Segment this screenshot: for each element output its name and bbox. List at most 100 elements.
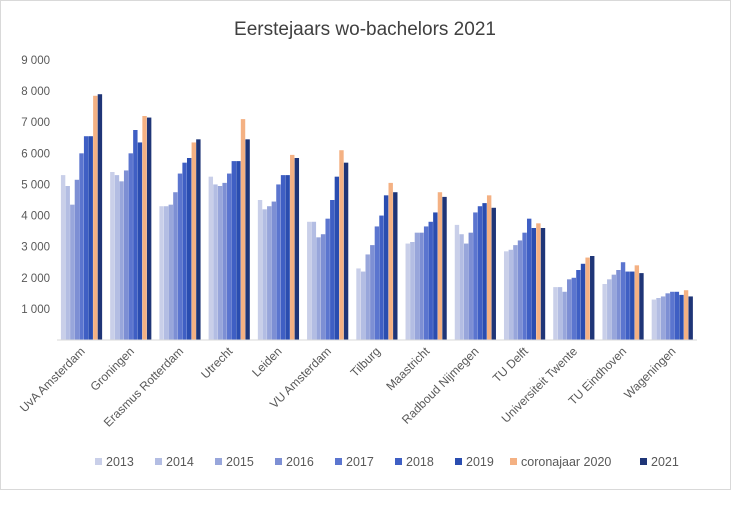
y-tick-label: 4 000 — [21, 211, 50, 223]
legend-label: 2018 — [406, 455, 434, 469]
bar — [110, 172, 115, 340]
bar — [374, 226, 380, 340]
bar — [616, 270, 621, 340]
bar — [330, 200, 335, 340]
bar — [334, 176, 340, 340]
bar — [83, 136, 89, 340]
bar — [231, 161, 237, 340]
bar — [670, 291, 675, 340]
bar — [290, 154, 295, 340]
y-tick-label: 6 000 — [21, 148, 50, 160]
bar — [625, 271, 630, 340]
bar — [88, 136, 93, 340]
bar-group — [208, 119, 250, 340]
bar — [325, 218, 330, 340]
bar — [339, 150, 344, 340]
bar — [580, 263, 586, 340]
bar — [419, 232, 424, 340]
y-tick-label: 5 000 — [21, 179, 50, 191]
bar-group — [159, 139, 201, 340]
bar — [271, 201, 277, 340]
bar — [227, 173, 232, 340]
bar — [208, 176, 214, 340]
bar — [688, 296, 693, 340]
bar — [240, 119, 246, 340]
bar — [133, 130, 138, 340]
bar — [276, 184, 281, 340]
bar — [567, 279, 572, 340]
y-tick-label: 2 000 — [21, 273, 50, 285]
bar-group — [307, 150, 349, 340]
bar — [557, 287, 563, 340]
legend-swatch — [275, 458, 282, 465]
legend-swatch — [335, 458, 342, 465]
legend-item: 2021 — [640, 455, 679, 469]
bar — [553, 287, 558, 340]
bar-group — [553, 256, 595, 340]
bar — [639, 273, 644, 340]
bar — [257, 200, 263, 340]
bar — [168, 204, 173, 340]
bar-group — [405, 192, 447, 340]
bar — [311, 221, 317, 340]
bar — [463, 243, 469, 340]
legend-label: 2014 — [166, 455, 194, 469]
legend: 2013 2014 2015 2016 2017 2018 2019 coronajaar 2… — [95, 455, 679, 469]
bar — [508, 249, 513, 340]
bar — [517, 240, 523, 340]
bar — [379, 215, 384, 340]
bar — [428, 221, 433, 340]
bar — [433, 212, 438, 340]
legend-label: 2019 — [466, 455, 494, 469]
bar — [343, 162, 349, 340]
bar — [602, 284, 607, 340]
y-tick-label: 3 000 — [21, 242, 50, 254]
bar — [196, 139, 201, 340]
bar — [634, 265, 640, 340]
bar — [114, 175, 120, 340]
bar — [540, 228, 546, 340]
y-tick-label: 7 000 — [21, 117, 50, 129]
legend-item: 2019 — [455, 455, 494, 469]
legend-label: coronajaar 2020 — [521, 455, 611, 469]
bar — [74, 179, 80, 340]
bar — [405, 243, 410, 340]
legend-swatch — [215, 458, 222, 465]
bar — [128, 153, 133, 340]
bar — [611, 274, 617, 340]
bar — [442, 196, 447, 340]
legend-swatch — [455, 458, 462, 465]
bar — [123, 170, 129, 340]
legend-swatch — [155, 458, 162, 465]
bar — [531, 228, 536, 340]
bar — [191, 142, 196, 340]
bar — [173, 192, 178, 340]
bar — [414, 232, 420, 340]
bar — [79, 153, 84, 340]
bar — [423, 226, 429, 340]
y-tick-label: 8 000 — [21, 86, 50, 98]
bar — [656, 298, 661, 340]
bar — [142, 116, 147, 340]
bar — [65, 186, 70, 340]
bar — [620, 262, 626, 340]
bar — [459, 234, 464, 340]
bar — [217, 186, 223, 340]
bar — [522, 232, 527, 340]
bar — [294, 158, 300, 340]
bar — [370, 245, 375, 340]
bar — [360, 271, 366, 340]
bar — [486, 195, 492, 340]
bar — [320, 234, 326, 340]
bar — [267, 206, 272, 340]
bar — [236, 161, 241, 340]
bar — [93, 95, 98, 340]
bar — [468, 232, 473, 340]
bar — [526, 218, 532, 340]
bar — [285, 175, 290, 340]
bar — [388, 182, 393, 340]
bar — [137, 142, 143, 340]
bar — [576, 270, 581, 340]
bar — [651, 299, 657, 340]
